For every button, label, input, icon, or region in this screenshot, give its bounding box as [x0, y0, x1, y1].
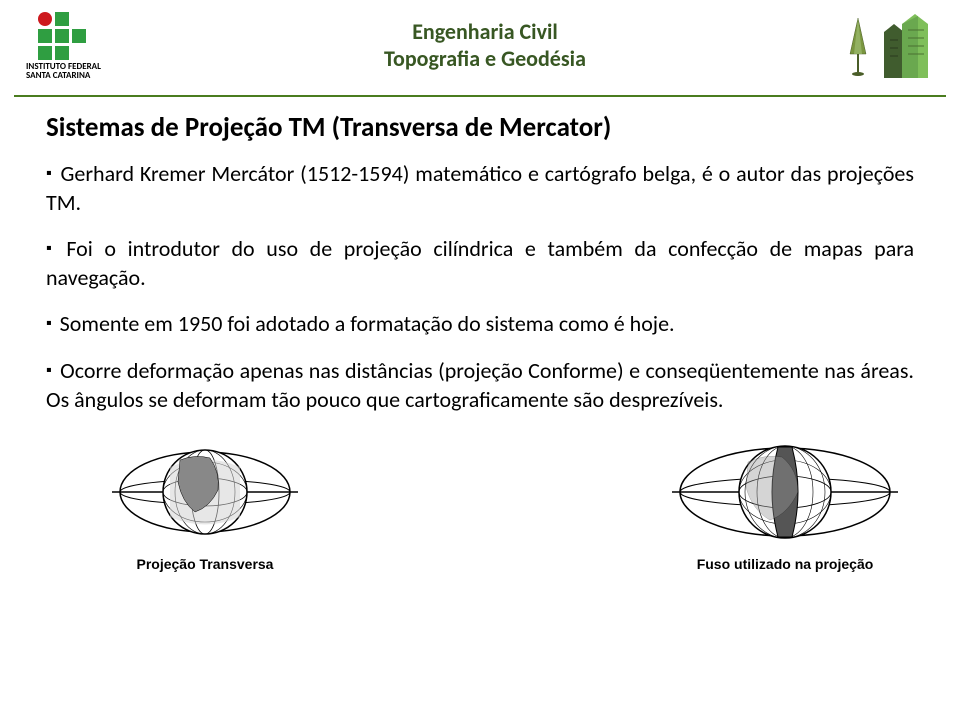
slide-header: INSTITUTO FEDERAL SANTA CATARINA Engenha…	[0, 0, 960, 95]
caption-1: Projeção Transversa	[110, 556, 300, 572]
slide-content: Sistemas de Projeção TM (Transversa de M…	[0, 97, 960, 414]
institute-logo: INSTITUTO FEDERAL SANTA CATARINA	[20, 8, 140, 81]
inst-line2: SANTA CATARINA	[26, 71, 140, 80]
if-logo-icon	[38, 12, 140, 60]
paragraph-2: Foi o introdutor do uso de projeção cilí…	[46, 235, 914, 292]
slide-heading: Sistemas de Projeção TM (Transversa de M…	[46, 111, 914, 144]
paragraph-4: Ocorre deformação apenas nas distâncias …	[46, 357, 914, 414]
diagram-fuso: Fuso utilizado na projeção	[670, 432, 900, 572]
diagram-transversa: Projeção Transversa	[110, 432, 300, 572]
subject-title: Topografia e Geodésia	[140, 45, 830, 72]
projection-fuso-icon	[670, 432, 900, 552]
diagram-row: Projeção Transversa Fuso utilizado na pr…	[0, 432, 960, 572]
paragraph-1: Gerhard Kremer Mercátor (1512-1594) mate…	[46, 160, 914, 217]
logo-circle	[38, 12, 52, 26]
paragraph-3: Somente em 1950 foi adotado a formatação…	[46, 310, 914, 339]
course-title: Engenharia Civil	[140, 18, 830, 45]
projection-transversa-icon	[110, 432, 300, 552]
header-titles: Engenharia Civil Topografia e Geodésia	[140, 18, 830, 72]
institute-name: INSTITUTO FEDERAL SANTA CATARINA	[26, 62, 140, 81]
caption-2: Fuso utilizado na projeção	[670, 556, 900, 572]
civil-icon	[830, 10, 940, 90]
